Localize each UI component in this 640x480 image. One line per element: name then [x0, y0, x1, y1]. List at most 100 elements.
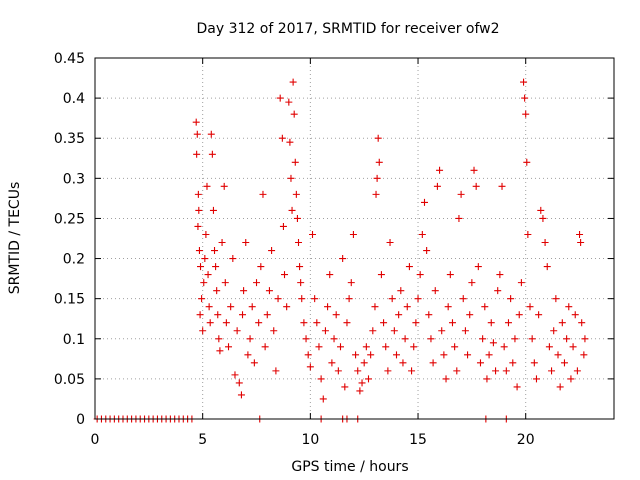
data-point — [352, 351, 360, 359]
data-point — [517, 279, 525, 287]
data-point — [507, 295, 515, 303]
data-point — [194, 190, 202, 198]
y-tick-label: 0.05 — [54, 372, 85, 388]
data-point — [543, 263, 551, 271]
data-point — [203, 182, 211, 190]
data-point — [240, 287, 248, 295]
data-point — [380, 319, 388, 327]
data-point — [444, 303, 452, 311]
data-point — [414, 295, 422, 303]
data-point — [567, 375, 575, 383]
data-point — [292, 190, 300, 198]
data-point — [194, 222, 202, 230]
data-point — [211, 247, 219, 255]
x-tick-label: 10 — [301, 432, 319, 448]
data-point — [317, 375, 325, 383]
data-point — [343, 319, 351, 327]
data-point — [374, 134, 382, 142]
data-point — [418, 230, 426, 238]
data-point — [509, 359, 517, 367]
data-point — [268, 247, 276, 255]
data-point — [233, 327, 241, 335]
x-axis: 0 5 10 15 20 — [91, 58, 535, 448]
data-point — [253, 279, 261, 287]
data-point — [539, 214, 547, 222]
data-point — [286, 138, 294, 146]
data-point — [257, 263, 265, 271]
data-point — [296, 263, 304, 271]
data-point — [208, 150, 216, 158]
data-point — [429, 359, 437, 367]
data-point — [242, 239, 250, 247]
data-point — [198, 295, 206, 303]
y-tick-label: 0 — [76, 412, 85, 428]
data-points — [93, 78, 589, 423]
data-point — [239, 311, 247, 319]
data-point — [205, 303, 213, 311]
data-point — [466, 311, 474, 319]
data-point — [354, 367, 362, 375]
data-point — [293, 214, 301, 222]
data-point — [451, 343, 459, 351]
data-point — [231, 371, 239, 379]
data-point — [375, 158, 383, 166]
data-point — [522, 110, 530, 118]
data-point — [250, 359, 258, 367]
data-point — [349, 230, 357, 238]
data-point — [461, 327, 469, 335]
data-point — [438, 327, 446, 335]
data-point — [291, 158, 299, 166]
data-point — [470, 166, 478, 174]
data-point — [270, 327, 278, 335]
data-point — [440, 351, 448, 359]
data-point — [548, 367, 556, 375]
data-point — [212, 263, 220, 271]
data-point — [483, 375, 491, 383]
data-point — [577, 239, 585, 247]
data-point — [573, 367, 581, 375]
data-point — [347, 279, 355, 287]
y-tick-label: 0.15 — [54, 292, 85, 308]
data-point — [423, 247, 431, 255]
data-point — [290, 110, 298, 118]
data-point — [511, 335, 519, 343]
data-point — [571, 311, 579, 319]
data-point — [405, 263, 413, 271]
data-point — [362, 343, 370, 351]
data-point — [206, 319, 214, 327]
data-point — [221, 279, 229, 287]
data-point — [448, 319, 456, 327]
data-point — [209, 206, 217, 214]
data-point — [214, 311, 222, 319]
x-tick-label: 5 — [198, 432, 207, 448]
data-point — [246, 335, 254, 343]
data-point — [416, 271, 424, 279]
data-point — [397, 287, 405, 295]
data-point — [476, 359, 484, 367]
data-point — [392, 351, 400, 359]
x-tick-label: 0 — [91, 432, 100, 448]
data-point — [315, 343, 323, 351]
data-point — [360, 359, 368, 367]
data-point — [388, 295, 396, 303]
data-point — [334, 367, 342, 375]
data-point — [197, 263, 205, 271]
data-point — [218, 239, 226, 247]
data-point — [248, 303, 256, 311]
data-point — [535, 311, 543, 319]
data-point — [427, 335, 435, 343]
data-point — [220, 182, 228, 190]
data-point — [550, 327, 558, 335]
data-point — [479, 335, 487, 343]
data-point — [259, 190, 267, 198]
data-point — [504, 319, 512, 327]
data-point — [199, 327, 207, 335]
data-point — [298, 295, 306, 303]
data-point — [281, 271, 289, 279]
data-point — [326, 271, 334, 279]
data-point — [498, 182, 506, 190]
data-point — [289, 78, 297, 86]
data-point — [339, 255, 347, 263]
data-point — [386, 239, 394, 247]
data-point — [558, 319, 566, 327]
